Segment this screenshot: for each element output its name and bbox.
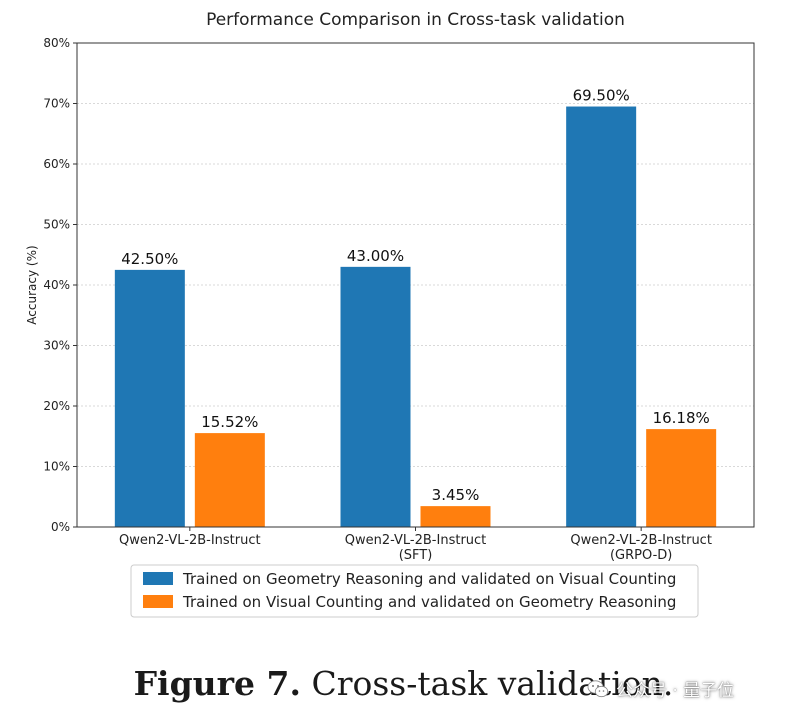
y-tick-label: 30%	[43, 339, 70, 353]
legend-label: Trained on Visual Counting and validated…	[182, 593, 676, 611]
y-tick-label: 20%	[43, 399, 70, 413]
chart: Performance Comparison in Cross-task val…	[25, 10, 755, 618]
x-tick-label: Qwen2-VL-2B-Instruct	[570, 533, 712, 548]
chart-svg: Performance Comparison in Cross-task val…	[25, 10, 755, 618]
bar-blue-2	[340, 266, 411, 527]
bar-blue-3	[566, 106, 637, 528]
y-tick-label: 40%	[43, 278, 70, 292]
legend-swatch-orange	[143, 595, 173, 608]
bar-value-label: 15.52%	[201, 413, 258, 431]
legend-box	[130, 564, 699, 618]
x-tick-label: (SFT)	[399, 548, 433, 563]
y-tick-label: 50%	[43, 218, 70, 232]
bar-orange-3	[646, 429, 717, 527]
bar-value-label: 43.00%	[347, 247, 404, 265]
x-tick-label: Qwen2-VL-2B-Instruct	[119, 533, 261, 548]
caption-text: Cross-task validation.	[311, 664, 674, 703]
chart-title: Performance Comparison in Cross-task val…	[206, 10, 625, 30]
figure-caption: Figure 7. Cross-task validation.	[0, 664, 807, 703]
bar-blue-1	[114, 269, 185, 527]
legend-label: Trained on Geometry Reasoning and valida…	[182, 570, 676, 588]
plot-frame	[76, 42, 755, 528]
caption-label: Figure 7.	[133, 664, 301, 703]
wechat-icon	[587, 679, 609, 697]
bar-value-label: 16.18%	[653, 409, 710, 427]
watermark: 公众号 · 量子位	[586, 676, 734, 701]
x-tick-label: (GRPO-D)	[610, 548, 672, 563]
y-axis-label: Accuracy (%)	[25, 245, 39, 324]
bar-orange-1	[194, 433, 265, 527]
x-tick-label: Qwen2-VL-2B-Instruct	[345, 533, 487, 548]
bar-value-label: 42.50%	[121, 250, 178, 268]
bar-value-label: 69.50%	[573, 87, 630, 105]
legend-swatch-blue	[143, 572, 173, 585]
y-tick-label: 80%	[43, 36, 70, 50]
bar-orange-2	[420, 506, 491, 527]
watermark-text: 公众号 · 量子位	[616, 681, 735, 701]
y-tick-label: 0%	[51, 520, 70, 534]
y-tick-label: 60%	[43, 157, 70, 171]
y-tick-label: 10%	[43, 460, 70, 474]
bar-value-label: 3.45%	[432, 486, 480, 504]
y-tick-label: 70%	[43, 97, 70, 111]
